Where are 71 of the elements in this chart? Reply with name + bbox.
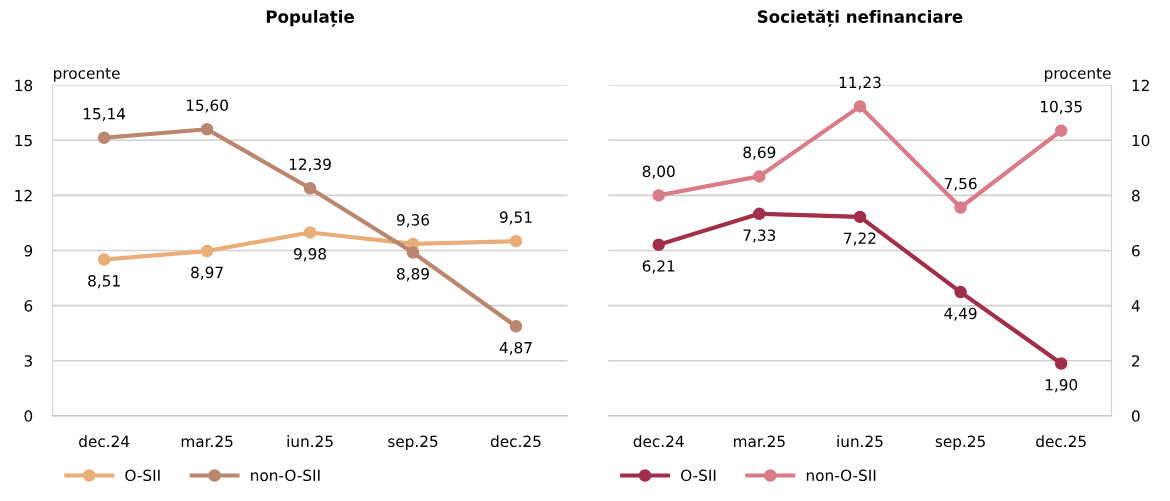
point (200, 244, 214, 258)
y-tick-label: 2 (1132, 355, 1140, 367)
data-label: 8,00 (642, 165, 675, 179)
data-label: 15,60 (186, 99, 228, 113)
data-label: 7,56 (944, 177, 977, 191)
point (954, 201, 967, 214)
point (652, 189, 665, 202)
data-label: 8,89 (397, 268, 429, 282)
x-tick-label: mar.25 (181, 435, 233, 448)
chart-title: Societăți nefinanciare (757, 9, 963, 27)
y-tick-label: 4 (1131, 300, 1140, 312)
point (303, 226, 317, 239)
y-tick-label: 12 (1132, 79, 1149, 91)
point (509, 234, 523, 248)
point (303, 181, 317, 195)
point (509, 320, 523, 333)
data-label: 12,39 (289, 158, 331, 172)
data-label: 4,49 (944, 307, 977, 321)
point (97, 253, 111, 266)
x-tick-label: dec.24 (633, 435, 684, 448)
data-label: 4,87 (499, 341, 532, 356)
y-tick-label: 15 (15, 134, 32, 147)
data-label: 8,69 (743, 146, 776, 160)
chart-title: Populație (266, 10, 354, 27)
data-label: 7,22 (844, 232, 876, 246)
data-label: 8,51 (88, 275, 120, 289)
point (1054, 124, 1068, 137)
data-label: 7,33 (743, 229, 776, 243)
y-axis-title: procente (54, 67, 120, 82)
y-tick-label: 3 (24, 355, 32, 367)
point (753, 170, 766, 183)
legend-label: non-O-SII (806, 469, 876, 482)
x-tick-label: iun.25 (287, 435, 333, 448)
data-label: 8,97 (191, 266, 223, 280)
point (652, 238, 665, 251)
point (954, 285, 967, 299)
y-tick-label: 6 (1132, 244, 1140, 257)
legend-label: non-O-SII (251, 469, 320, 482)
data-label: 11,23 (839, 76, 881, 90)
x-tick-label: mar.25 (734, 435, 785, 448)
legend-label: O-SII (681, 469, 716, 482)
x-tick-label: dec.25 (1036, 435, 1086, 448)
data-label: 6,21 (642, 260, 675, 274)
y-tick-label: 12 (15, 189, 32, 202)
point (853, 100, 867, 113)
y-tick-label: 9 (24, 244, 33, 257)
y-tick-label: 18 (15, 79, 33, 92)
y-tick-label: 0 (1131, 410, 1140, 422)
data-label: 15,14 (83, 108, 126, 122)
data-label: 1,90 (1045, 379, 1078, 393)
point (1054, 357, 1068, 370)
x-tick-label: dec.25 (490, 435, 541, 448)
x-tick-label: sep.25 (935, 435, 985, 451)
point (200, 123, 214, 136)
y-tick-label: 6 (24, 300, 33, 312)
y-axis-title: procente (1045, 67, 1111, 82)
point (406, 246, 420, 259)
y-tick-label: 10 (1132, 134, 1150, 147)
data-label: 9,98 (294, 248, 327, 262)
x-tick-label: iun.25 (837, 435, 883, 448)
legend-label: O-SII (125, 469, 160, 482)
data-label: 9,51 (499, 211, 532, 225)
x-tick-label: dec.24 (79, 435, 130, 448)
data-label: 10,35 (1041, 100, 1082, 114)
data-label: 9,36 (396, 214, 430, 228)
point (853, 210, 867, 224)
point (97, 131, 111, 144)
point (753, 207, 766, 221)
y-tick-label: 8 (1131, 189, 1140, 202)
y-tick-label: 0 (24, 410, 33, 422)
x-tick-label: sep.25 (388, 435, 438, 451)
